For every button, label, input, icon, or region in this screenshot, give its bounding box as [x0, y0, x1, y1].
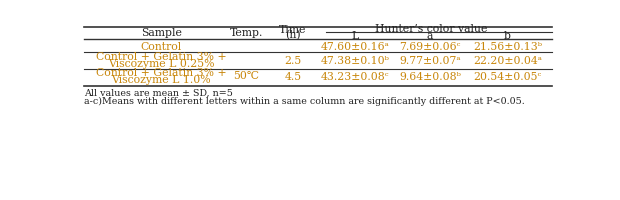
Text: 21.56±0.13ᵇ: 21.56±0.13ᵇ — [473, 42, 542, 52]
Text: (h): (h) — [285, 30, 301, 41]
Text: Viscozyme L 0.25%: Viscozyme L 0.25% — [108, 59, 215, 69]
Text: L: L — [352, 31, 358, 41]
Text: Control + Gelatin 3% +: Control + Gelatin 3% + — [96, 52, 226, 62]
Text: a: a — [427, 31, 433, 41]
Text: a-c)Means with different letters within a same column are significantly differen: a-c)Means with different letters within … — [84, 96, 525, 106]
Text: 20.54±0.05ᶜ: 20.54±0.05ᶜ — [474, 72, 542, 82]
Text: 9.64±0.08ᵇ: 9.64±0.08ᵇ — [399, 72, 461, 82]
Text: 7.69±0.06ᶜ: 7.69±0.06ᶜ — [399, 42, 461, 52]
Text: Time: Time — [279, 25, 307, 35]
Text: Hunter’s color value: Hunter’s color value — [375, 24, 487, 34]
Text: Viscozyme L 1.0%: Viscozyme L 1.0% — [112, 75, 211, 85]
Text: 50℃: 50℃ — [234, 71, 259, 81]
Text: 4.5: 4.5 — [285, 72, 301, 82]
Text: 22.20±0.04ᵃ: 22.20±0.04ᵃ — [473, 56, 542, 66]
Text: 2.5: 2.5 — [285, 56, 301, 66]
Text: All values are mean ± SD, n=5: All values are mean ± SD, n=5 — [84, 89, 232, 98]
Text: b: b — [504, 31, 511, 41]
Text: 47.38±0.10ᵇ: 47.38±0.10ᵇ — [321, 56, 389, 66]
Text: 47.60±0.16ᵃ: 47.60±0.16ᵃ — [321, 42, 389, 52]
Text: Sample: Sample — [141, 28, 182, 38]
Text: 9.77±0.07ᵃ: 9.77±0.07ᵃ — [399, 56, 461, 66]
Text: Temp.: Temp. — [230, 28, 263, 38]
Text: Control + Gelatin 3% +: Control + Gelatin 3% + — [96, 68, 226, 78]
Text: 43.23±0.08ᶜ: 43.23±0.08ᶜ — [321, 72, 389, 82]
Text: Control: Control — [141, 42, 182, 52]
